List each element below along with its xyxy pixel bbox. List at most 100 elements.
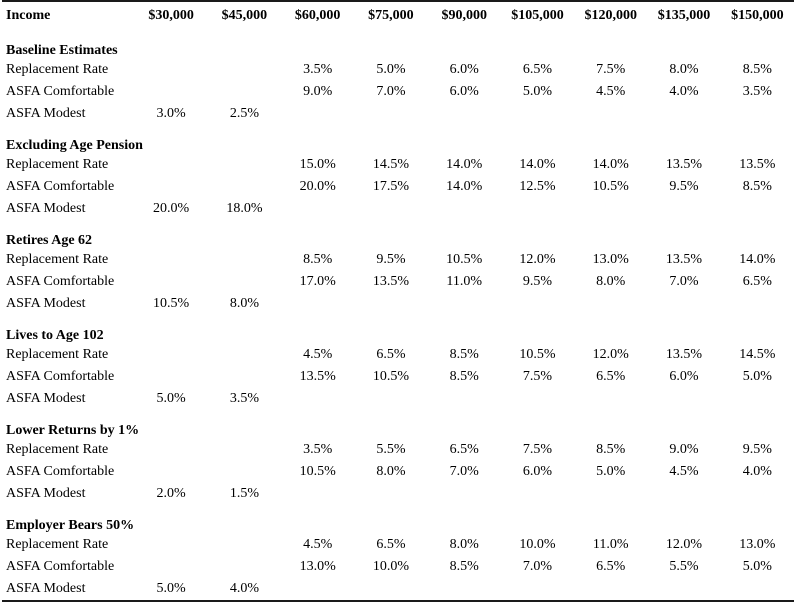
value-cell <box>721 198 794 220</box>
value-cell: 6.5% <box>376 347 406 362</box>
value-cell: 7.0% <box>522 559 553 574</box>
value-cell: 9.5% <box>742 442 772 457</box>
row-label: Replacement Rate <box>6 157 109 172</box>
value-cell: 8.0% <box>449 537 479 552</box>
value-cell <box>135 154 208 176</box>
value-cell <box>135 271 208 293</box>
value-cell: 3.5% <box>303 62 333 77</box>
section-title: Employer Bears 50% <box>6 518 135 533</box>
value-cell <box>281 388 354 410</box>
value-cell <box>281 198 354 220</box>
row-label: Replacement Rate <box>6 537 109 552</box>
section-title-row: Employer Bears 50% <box>2 505 794 534</box>
row-label: Replacement Rate <box>6 252 109 267</box>
row-label: ASFA Comfortable <box>6 274 115 289</box>
column-header: $60,000 <box>294 8 341 23</box>
value-cell <box>208 556 281 578</box>
value-cell: 4.5% <box>303 347 333 362</box>
value-cell <box>428 198 501 220</box>
column-header-income: Income <box>6 8 51 23</box>
section-title-row: Lower Returns by 1% <box>2 410 794 439</box>
table-row: Replacement Rate 3.5% 5.5% 6.5% 7.5% 8.5% 9.0%… <box>2 439 794 461</box>
row-label: ASFA Modest <box>6 581 86 596</box>
value-cell: 10.5% <box>446 252 483 267</box>
table-row: Replacement Rate 3.5% 5.0% 6.0% 6.5% 7.5% 8.0%… <box>2 59 794 81</box>
value-cell: 5.0% <box>156 391 186 406</box>
row-label: Replacement Rate <box>6 442 109 457</box>
table-body: Baseline Estimates Replacement Rate 3.5% 5.… <box>2 30 794 601</box>
value-cell: 4.5% <box>596 84 626 99</box>
value-cell <box>208 81 281 103</box>
value-cell <box>721 103 794 125</box>
column-header: $75,000 <box>368 8 414 23</box>
value-cell <box>721 578 794 601</box>
value-cell: 14.0% <box>739 252 776 267</box>
value-cell: 5.5% <box>669 559 699 574</box>
table-row: ASFA Comfortable 10.5% 8.0% 7.0% 6.0% 5.0% 4.5… <box>2 461 794 483</box>
table-row: Replacement Rate 4.5% 6.5% 8.0% 10.0% 11.0% 12… <box>2 534 794 556</box>
value-cell: 6.0% <box>449 62 479 77</box>
row-label: ASFA Modest <box>6 201 86 216</box>
value-cell: 5.0% <box>522 84 553 99</box>
value-cell <box>721 293 794 315</box>
column-header: $90,000 <box>441 8 487 23</box>
value-cell <box>428 103 501 125</box>
value-cell <box>501 388 574 410</box>
value-cell <box>501 103 574 125</box>
value-cell: 8.0% <box>669 62 699 77</box>
value-cell <box>208 344 281 366</box>
value-cell: 6.5% <box>449 442 479 457</box>
value-cell: 10.5% <box>153 296 190 311</box>
table-row: ASFA Modest 20.0% 18.0% <box>2 198 794 220</box>
value-cell: 9.5% <box>522 274 553 289</box>
value-cell: 6.0% <box>522 464 553 479</box>
value-cell <box>721 388 794 410</box>
value-cell <box>208 59 281 81</box>
value-cell: 13.5% <box>665 252 703 267</box>
value-cell <box>574 293 647 315</box>
table-row: ASFA Comfortable 20.0% 17.5% 14.0% 12.5% 10.5… <box>2 176 794 198</box>
value-cell: 7.5% <box>596 62 626 77</box>
value-cell: 13.5% <box>299 369 336 384</box>
value-cell <box>647 293 720 315</box>
table-row: ASFA Comfortable 17.0% 13.5% 11.0% 9.5% 8.0% 7… <box>2 271 794 293</box>
column-header: $135,000 <box>657 8 711 23</box>
value-cell: 7.0% <box>449 464 479 479</box>
value-cell: 5.5% <box>376 442 406 457</box>
value-cell: 5.0% <box>376 62 406 77</box>
value-cell: 17.0% <box>299 274 336 289</box>
value-cell <box>354 293 427 315</box>
value-cell: 11.0% <box>592 537 629 552</box>
value-cell: 6.0% <box>669 369 699 384</box>
value-cell: 4.5% <box>669 464 699 479</box>
table-row: ASFA Modest 10.5% 8.0% <box>2 293 794 315</box>
value-cell: 10.5% <box>519 347 556 362</box>
value-cell: 2.0% <box>156 486 186 501</box>
value-cell: 13.5% <box>665 157 703 172</box>
value-cell <box>501 198 574 220</box>
value-cell: 6.5% <box>742 274 772 289</box>
value-cell <box>135 556 208 578</box>
value-cell: 7.5% <box>522 369 553 384</box>
value-cell <box>135 59 208 81</box>
value-cell: 5.0% <box>156 581 186 596</box>
value-cell <box>647 578 720 601</box>
row-label: ASFA Comfortable <box>6 559 115 574</box>
value-cell: 1.5% <box>229 486 259 501</box>
value-cell: 8.5% <box>449 347 479 362</box>
value-cell: 4.0% <box>669 84 699 99</box>
value-cell: 13.0% <box>299 559 336 574</box>
value-cell: 9.5% <box>669 179 699 194</box>
value-cell: 13.5% <box>372 274 410 289</box>
value-cell <box>281 483 354 505</box>
value-cell <box>208 176 281 198</box>
value-cell <box>135 534 208 556</box>
section-title: Excluding Age Pension <box>6 138 143 153</box>
row-label: ASFA Comfortable <box>6 369 115 384</box>
value-cell: 20.0% <box>153 201 190 216</box>
section-title: Retires Age 62 <box>6 233 93 248</box>
value-cell <box>354 388 427 410</box>
row-label: Replacement Rate <box>6 347 109 362</box>
value-cell <box>281 103 354 125</box>
